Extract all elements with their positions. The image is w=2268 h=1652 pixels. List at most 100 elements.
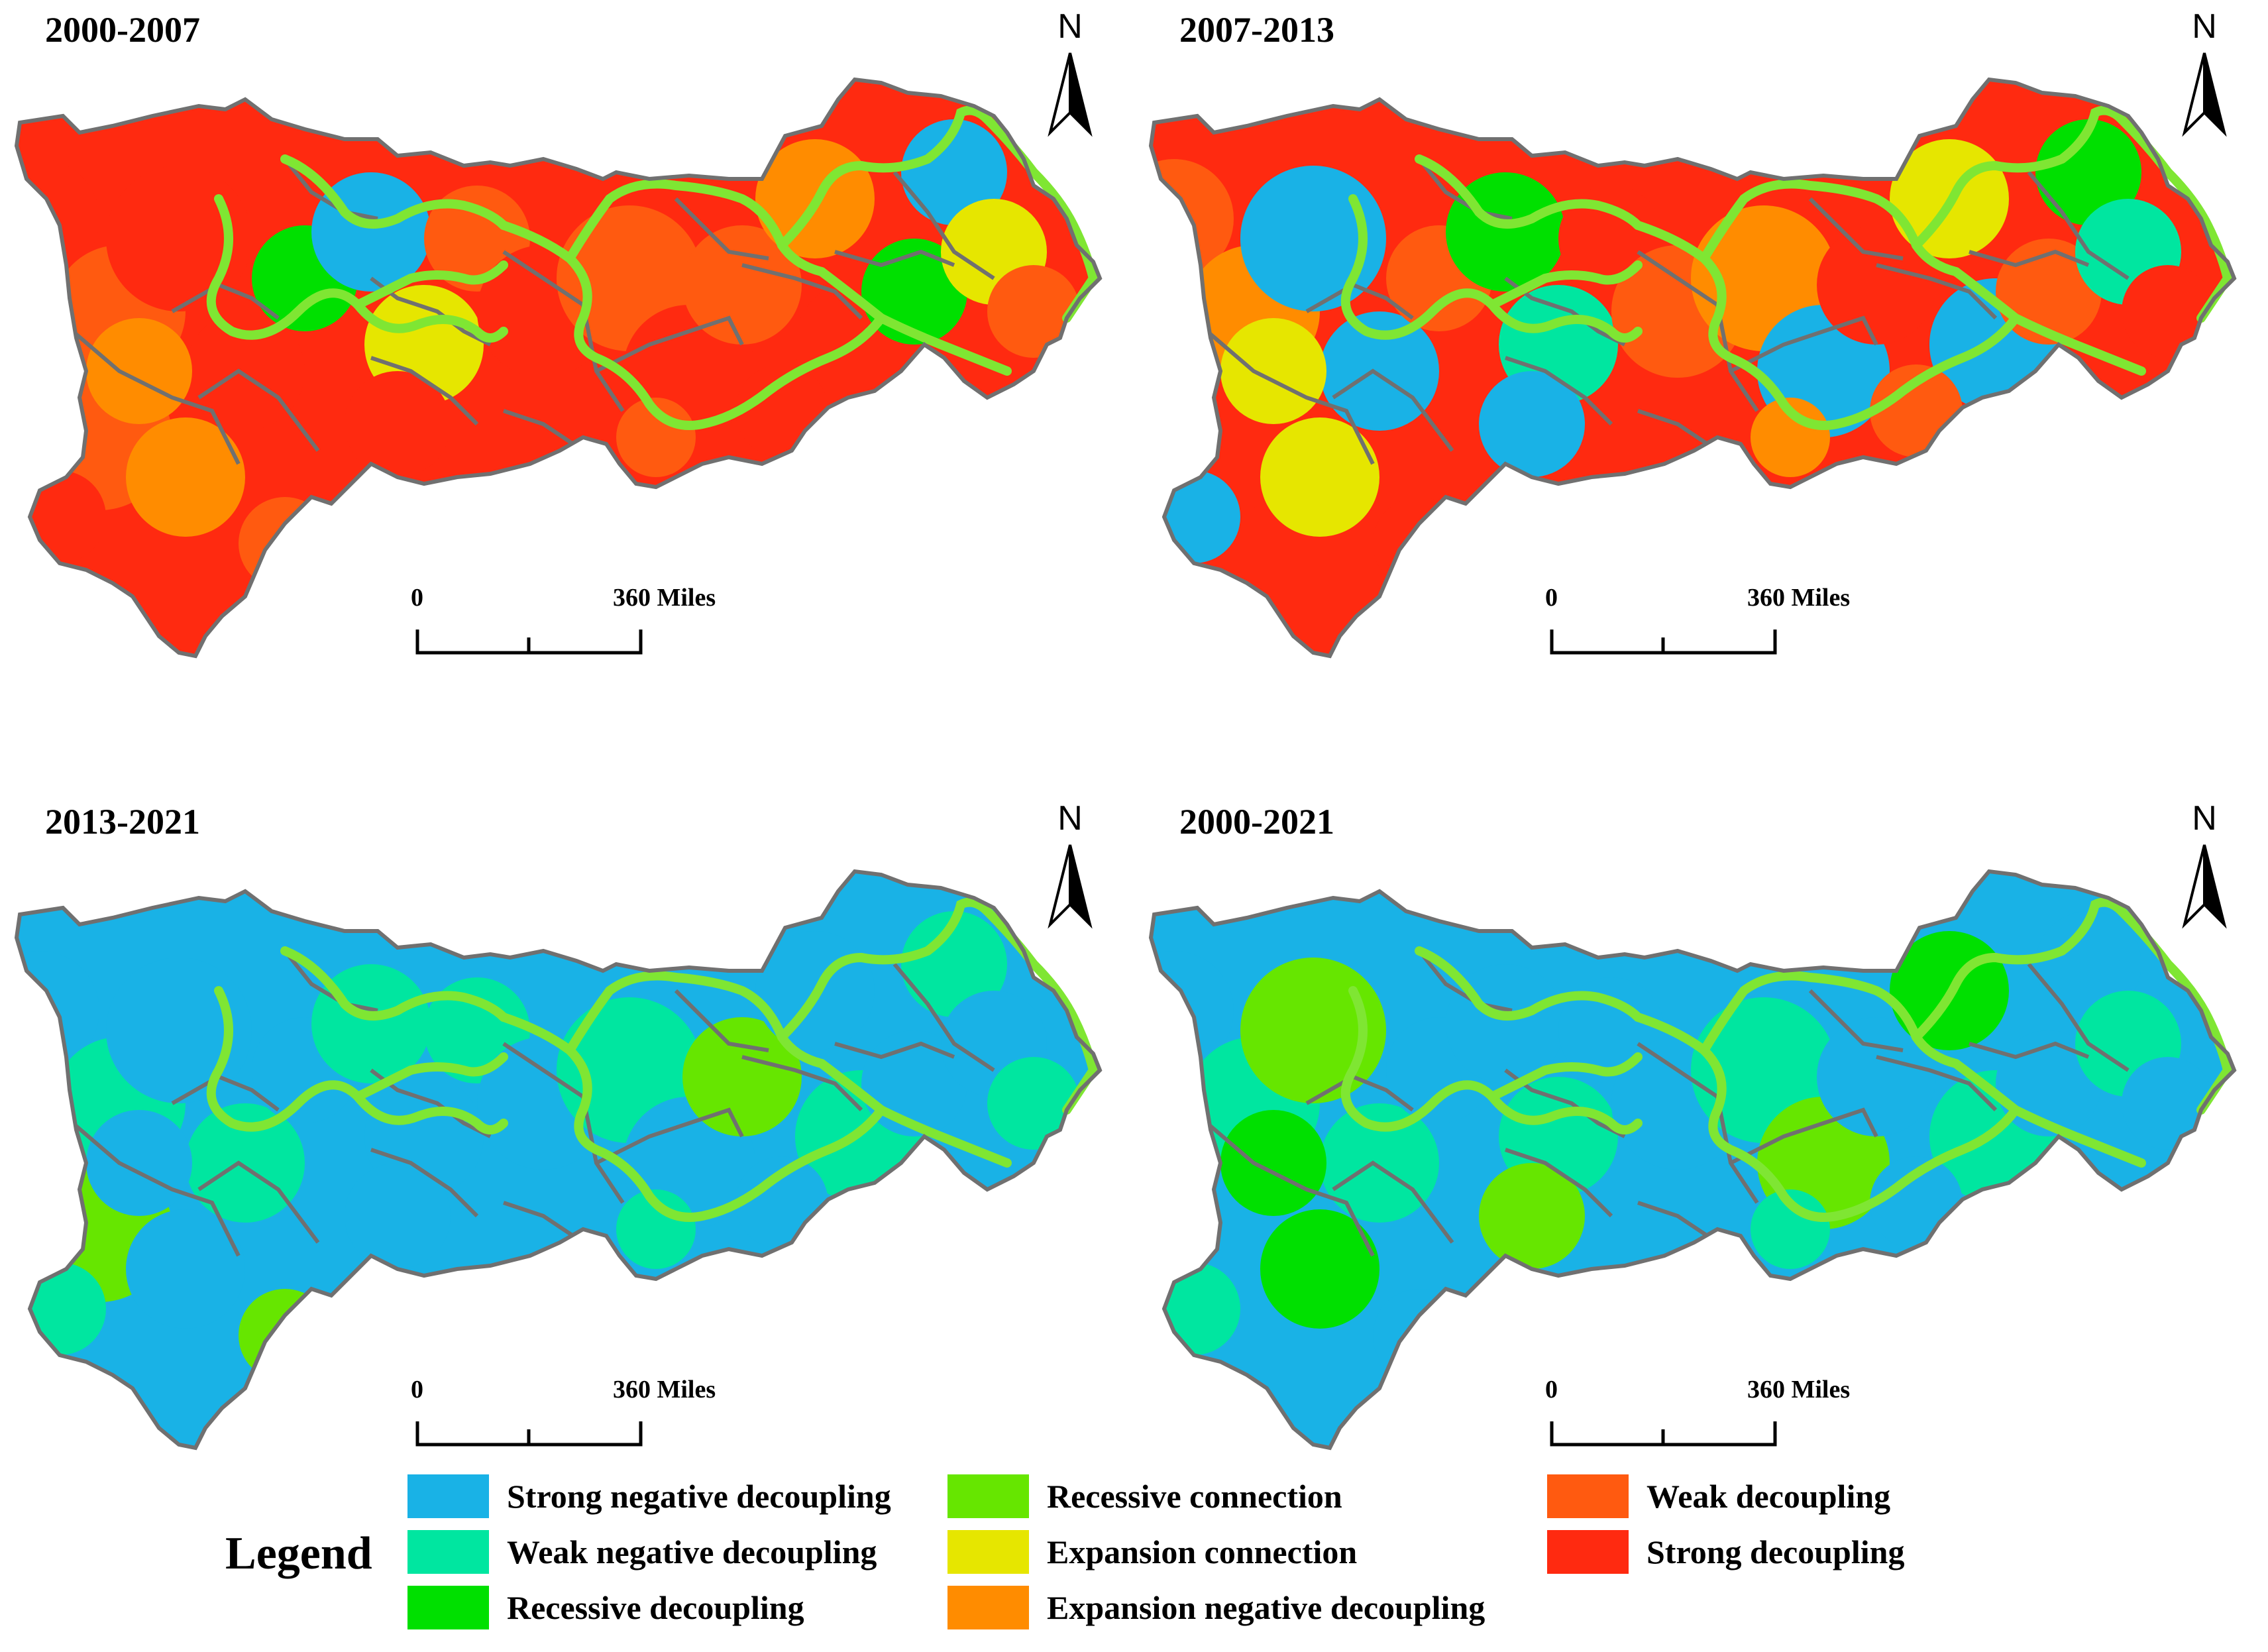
map-panel-2007-2013: 2007-2013 N 0 360 Miles — [1134, 0, 2268, 789]
north-arrow: N — [2168, 7, 2241, 146]
region-patch — [345, 371, 451, 477]
scale-bar: 0 360 Miles — [1545, 583, 1850, 669]
province-boundary — [1305, 1074, 1414, 1112]
province-boundary — [1206, 1121, 1375, 1257]
scale-bar-graphic — [415, 1421, 643, 1447]
river — [353, 1052, 508, 1101]
river — [1415, 154, 1643, 230]
river — [1340, 986, 1643, 1134]
river — [206, 986, 508, 1134]
legend-swatch — [1547, 1474, 1629, 1518]
region-patch — [1817, 1017, 1936, 1136]
legend-label: Strong negative decoupling — [507, 1478, 891, 1515]
map-panel-2000-2021: 2000-2021 N 0 360 Miles — [1134, 792, 2268, 1580]
scale-bar-graphic — [1550, 630, 1777, 655]
province-boundary — [1637, 409, 1719, 453]
region-patch — [126, 1209, 245, 1329]
river — [353, 260, 508, 309]
province-boundary — [283, 950, 378, 1013]
region-outline — [14, 77, 1103, 659]
province-boundary — [892, 963, 995, 1072]
region-map — [1148, 77, 2237, 659]
north-label: N — [2192, 799, 2217, 838]
region-patch — [1320, 311, 1439, 431]
region-outline — [1148, 869, 2237, 1451]
region-patch — [86, 318, 192, 424]
river — [817, 1059, 1012, 1168]
scale-bar: 0 360 Miles — [411, 583, 716, 669]
region-patch — [1479, 1163, 1585, 1269]
region-patch — [17, 470, 106, 563]
river — [280, 154, 508, 230]
scale-zero-label: 0 — [1545, 1376, 1558, 1404]
north-label: N — [1057, 7, 1083, 46]
province-boundary — [1505, 356, 1613, 426]
region-patch — [1151, 470, 1240, 563]
region-patch — [1751, 398, 1830, 477]
north-arrow: N — [2168, 798, 2241, 938]
region-patch — [86, 1110, 192, 1216]
region-patch — [1479, 371, 1585, 477]
north-arrow-icon — [1048, 52, 1093, 137]
region-map — [1148, 869, 2237, 1451]
panel-title: 2013-2021 — [45, 802, 200, 842]
province-boundary — [834, 249, 955, 268]
scale-bar-graphic — [1550, 1421, 1777, 1447]
region-patch — [2122, 265, 2214, 358]
province-boundary — [1332, 1160, 1454, 1244]
region-patch — [2035, 119, 2141, 225]
province-boundary — [595, 315, 744, 373]
river — [1633, 221, 2020, 430]
legend-swatch — [947, 1586, 1029, 1629]
province-boundary — [892, 171, 995, 280]
scale-bar: 0 360 Miles — [1545, 1375, 1850, 1461]
province-boundary — [1332, 368, 1454, 452]
river — [1487, 260, 1643, 309]
region-patch — [901, 911, 1007, 1017]
north-arrow-icon — [2182, 52, 2227, 137]
province-boundary — [1876, 263, 1998, 320]
north-label: N — [1057, 799, 1083, 838]
river — [817, 267, 1012, 376]
legend-swatch — [407, 1530, 489, 1574]
map-panel-2000-2007: 2000-2007 N 0 360 Miles — [0, 0, 1134, 789]
province-boundary — [503, 1201, 584, 1244]
region-patch — [186, 1103, 305, 1223]
river — [1912, 897, 2126, 1042]
north-arrow: N — [1034, 7, 1107, 146]
province-boundary — [741, 263, 863, 320]
province-boundary — [171, 282, 280, 320]
region-patch — [616, 398, 696, 477]
scale-bar-graphic — [415, 630, 643, 655]
legend-label: Strong decoupling — [1647, 1533, 1905, 1570]
province-boundary — [1876, 1055, 1998, 1112]
province-boundary — [72, 1121, 241, 1257]
region-patch — [1260, 1209, 1379, 1329]
region-patch — [2122, 1057, 2214, 1150]
province-boundary — [595, 1107, 744, 1165]
legend-swatch — [1547, 1530, 1629, 1574]
river — [499, 1013, 886, 1222]
river — [1415, 946, 1643, 1022]
panel-title: 2000-2021 — [1179, 802, 1334, 842]
province-boundary — [674, 197, 769, 260]
region-patch — [1320, 1103, 1439, 1223]
river — [777, 105, 992, 250]
river — [1951, 1059, 2146, 1168]
map-panel-2013-2021: 2013-2021 N 0 360 Miles — [0, 792, 1134, 1580]
province-boundary — [1969, 249, 2090, 268]
river — [1633, 1013, 2020, 1222]
province-boundary — [1637, 1201, 1719, 1244]
region-patch — [2035, 911, 2141, 1017]
scale-zero-label: 0 — [1545, 584, 1558, 612]
scale-max-label: 360 Miles — [1747, 584, 1851, 612]
province-boundary — [834, 1041, 955, 1060]
river — [280, 946, 508, 1022]
legend-swatch — [947, 1474, 1029, 1518]
river — [206, 194, 508, 343]
north-label: N — [2192, 7, 2217, 46]
province-boundary — [370, 1148, 479, 1218]
province-boundary — [1969, 1041, 2090, 1060]
legend-label: Expansion connection — [1047, 1533, 1358, 1570]
river — [1340, 194, 1643, 343]
